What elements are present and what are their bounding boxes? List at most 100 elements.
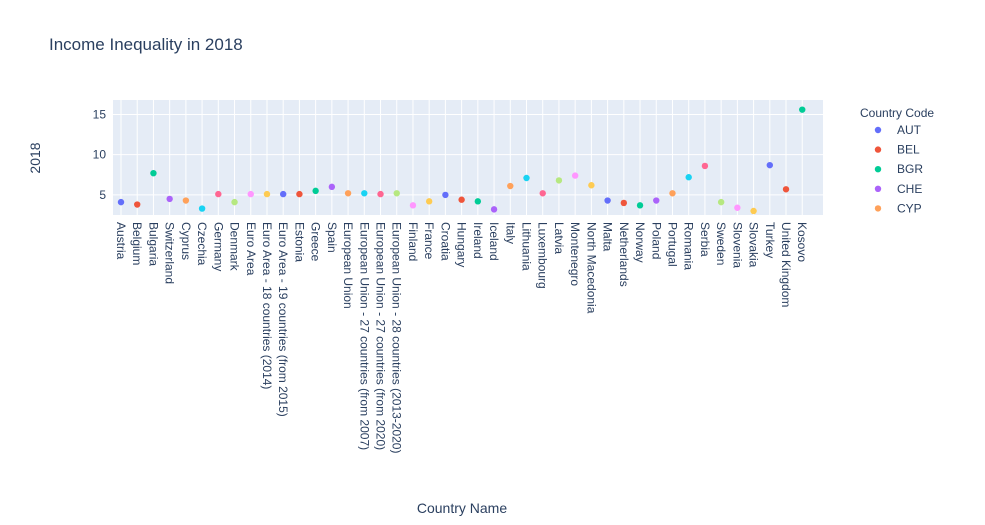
data-point	[344, 190, 352, 197]
data-point	[409, 202, 417, 209]
x-tick-label: Switzerland	[163, 222, 177, 284]
legend-marker	[874, 185, 882, 192]
x-tick-label: North Macedonia	[584, 222, 598, 314]
x-tick-label: Denmark	[228, 222, 242, 272]
x-tick-label: Poland	[649, 222, 663, 259]
plot-area	[113, 100, 823, 215]
x-tick-label: European Union - 27 countries (from 2020…	[374, 222, 388, 450]
x-tick-label: Serbia	[698, 222, 712, 257]
data-point	[263, 190, 271, 198]
legend-marker	[874, 126, 882, 134]
data-point	[393, 190, 400, 197]
data-point	[166, 195, 173, 203]
x-tick-label: Germany	[211, 222, 225, 271]
data-point	[523, 174, 530, 182]
x-tick-label: Croatia	[438, 222, 452, 261]
data-point	[620, 199, 628, 207]
x-tick-label: Ireland	[471, 222, 485, 259]
data-point	[782, 186, 790, 193]
x-tick-labels: Austria Belgium Bulgaria Switzerland Cyprus C…	[114, 222, 809, 453]
data-points	[117, 106, 806, 215]
legend-title: Country Code	[860, 106, 934, 120]
data-point	[247, 190, 254, 198]
data-point	[636, 202, 644, 209]
data-point	[280, 190, 287, 198]
data-point	[750, 207, 757, 215]
data-point	[717, 198, 725, 206]
legend-entry-label: CHE	[897, 182, 922, 196]
x-tick-label: Italy	[503, 222, 517, 244]
x-tick-label: Euro Area	[244, 222, 258, 276]
x-tick-label: Montenegro	[568, 222, 582, 286]
y-tick-labels: 5 10 15	[93, 107, 107, 201]
data-point	[296, 190, 303, 198]
y-axis-title: 2018	[27, 142, 43, 173]
x-axis-title: Country Name	[417, 500, 507, 516]
data-point	[134, 201, 141, 208]
data-point	[198, 205, 206, 212]
x-tick-label: Slovakia	[747, 222, 761, 268]
data-point	[669, 190, 676, 197]
data-point	[312, 187, 319, 195]
y-tick-label: 10	[93, 148, 107, 162]
x-tick-label: Lithuania	[520, 222, 534, 271]
x-tick-label: European Union - 28 countries (2013-2020…	[390, 222, 404, 453]
data-point	[766, 161, 773, 169]
legend-entry-label: BGR	[897, 162, 923, 176]
x-tick-label: United Kingdom	[779, 222, 793, 307]
x-tick-label: Turkey	[763, 222, 777, 258]
legend-entry-label: AUT	[897, 123, 922, 137]
data-point	[474, 198, 482, 205]
x-tick-label: Slovenia	[730, 222, 744, 268]
x-tick-label: Kosovo	[795, 222, 809, 262]
y-tick-label: 15	[93, 107, 107, 121]
data-point	[555, 177, 563, 184]
data-point	[507, 182, 514, 190]
x-tick-label: Spain	[325, 222, 339, 253]
data-point	[361, 190, 368, 197]
y-gridlines	[113, 113, 823, 196]
x-tick-label: Austria	[114, 222, 128, 260]
x-tick-label: France	[422, 222, 436, 260]
x-tick-label: Cyprus	[179, 222, 193, 260]
x-tick-label: Iceland	[487, 222, 501, 261]
data-point	[425, 198, 433, 205]
y-tick-label: 5	[99, 188, 106, 202]
x-tick-label: Greece	[309, 222, 323, 262]
x-tick-label: Belgium	[130, 222, 144, 265]
x-gridlines	[120, 100, 803, 215]
data-point	[653, 197, 660, 204]
x-tick-label: Czechia	[195, 222, 209, 266]
legend: Country Code AUT BEL BGR CHE CYP	[860, 106, 934, 215]
data-point	[701, 162, 709, 170]
data-point	[490, 206, 498, 213]
data-point	[377, 190, 384, 198]
x-tick-label: Estonia	[292, 222, 306, 262]
x-tick-label: European Union - 27 countries (from 2007…	[357, 222, 371, 450]
x-tick-label: Luxembourg	[536, 222, 550, 289]
x-tick-label: European Union	[341, 222, 355, 309]
data-point	[604, 197, 611, 204]
x-tick-label: Portugal	[665, 222, 679, 267]
data-point	[328, 183, 336, 191]
data-point	[799, 106, 806, 113]
data-point	[117, 198, 125, 206]
data-point	[182, 197, 190, 204]
legend-entry-label: BEL	[897, 143, 920, 157]
x-tick-label: Hungary	[455, 222, 469, 267]
x-tick-label: Euro Area - 19 countries (from 2015)	[276, 222, 290, 417]
data-point	[231, 198, 238, 206]
data-point	[588, 182, 595, 189]
data-point	[571, 172, 579, 179]
data-point	[442, 191, 449, 199]
x-tick-label: Sweden	[714, 222, 728, 265]
legend-marker	[874, 166, 882, 173]
x-tick-label: Romania	[682, 222, 696, 270]
x-tick-label: Malta	[601, 222, 615, 252]
data-point	[539, 190, 546, 197]
x-tick-label: Euro Area - 18 countries (2014)	[260, 222, 274, 389]
data-point	[685, 174, 692, 181]
legend-entry-label: CYP	[897, 201, 922, 215]
x-tick-label: Bulgaria	[146, 222, 160, 266]
